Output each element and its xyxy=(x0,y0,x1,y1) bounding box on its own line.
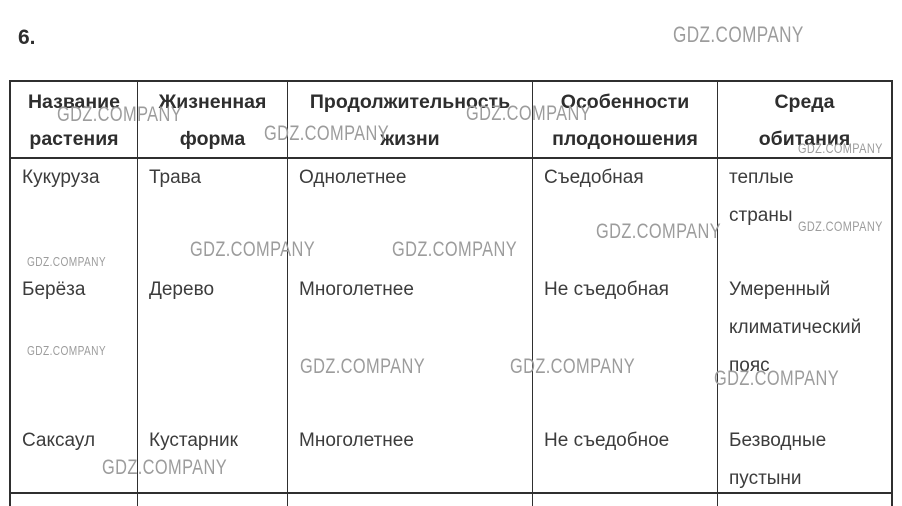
cell-text-line: страны xyxy=(729,205,793,226)
cell-text-line: климатический xyxy=(729,317,862,338)
header-text-line: Название xyxy=(27,91,121,113)
cell-text-line: Однолетнее xyxy=(299,167,407,188)
watermark: GDZ.COMPANY xyxy=(596,220,722,243)
cell-text-line: теплые xyxy=(729,167,794,188)
header-text-line: Продолжительность xyxy=(309,91,511,113)
cell-text-line: Кустарник xyxy=(149,430,238,451)
watermark: GDZ.COMPANY xyxy=(714,367,840,390)
table-header-row: Название растения Жизненная форма Продол… xyxy=(11,82,891,159)
table-cell-cutoff xyxy=(138,494,288,506)
cell-birch-lifespan: Многолетнее xyxy=(288,271,533,422)
cell-text-line: Берёза xyxy=(22,279,86,300)
header-text-line: Особенности xyxy=(560,91,690,113)
table-continuation-row xyxy=(11,494,891,506)
cell-birch-life-form: Дерево xyxy=(138,271,288,422)
table-row-birch: Берёза Дерево Многолетнее Не съедобная У… xyxy=(11,271,891,422)
watermark: GDZ.COMPANY xyxy=(300,355,426,378)
cell-saxaul-name: Саксаул xyxy=(11,422,138,492)
cell-corn-lifespan: Однолетнее xyxy=(288,159,533,271)
cell-text-line: Кукуруза xyxy=(22,167,100,188)
header-cell-habitat: Среда обитания xyxy=(718,82,891,157)
cell-text-line: Дерево xyxy=(149,279,215,300)
cell-birch-habitat: Умеренный климатический пояс xyxy=(718,271,891,422)
cell-corn-habitat: теплые страны xyxy=(718,159,891,271)
cell-corn-life-form: Трава xyxy=(138,159,288,271)
watermark: GDZ.COMPANY xyxy=(673,22,804,47)
answers-table: Название растения Жизненная форма Продол… xyxy=(9,80,893,506)
watermark: GDZ.COMPANY xyxy=(190,238,316,261)
table-cell-cutoff xyxy=(718,494,891,506)
watermark: GDZ.COMPANY xyxy=(57,103,183,126)
header-cell-life-form: Жизненная форма xyxy=(138,82,288,157)
cell-text-line: Саксаул xyxy=(22,430,96,451)
table-row-corn: Кукуруза Трава Однолетнее Съедобная тепл… xyxy=(11,159,891,271)
cell-text-line: Многолетнее xyxy=(299,279,414,300)
cell-text-line: Не съедобная xyxy=(544,279,669,300)
header-text-line: Жизненная xyxy=(158,91,267,113)
table-cell-cutoff xyxy=(533,494,718,506)
watermark: GDZ.COMPANY xyxy=(27,254,107,269)
header-text-line: Среда xyxy=(774,91,835,113)
header-cell-fruiting-features: Особенности плодоношения xyxy=(533,82,718,157)
cell-saxaul-fruiting: Не съедобное xyxy=(533,422,718,492)
cell-saxaul-habitat: Безводные пустыни xyxy=(718,422,891,492)
cell-text-line: пустыни xyxy=(729,468,802,489)
cell-text-line: Съедобная xyxy=(544,167,644,188)
header-cell-plant-name: Название растения xyxy=(11,82,138,157)
watermark: GDZ.COMPANY xyxy=(798,218,883,234)
header-text-line: растения xyxy=(29,128,119,150)
header-text-line: жизни xyxy=(380,128,440,150)
table-cell-cutoff xyxy=(288,494,533,506)
watermark: GDZ.COMPANY xyxy=(510,355,636,378)
watermark: GDZ.COMPANY xyxy=(264,122,390,145)
watermark: GDZ.COMPANY xyxy=(798,140,883,156)
watermark: GDZ.COMPANY xyxy=(466,102,592,125)
cell-birch-fruiting: Не съедобная xyxy=(533,271,718,422)
cell-text-line: пояс xyxy=(729,355,770,376)
watermark: GDZ.COMPANY xyxy=(102,456,228,479)
cell-saxaul-life-form: Кустарник xyxy=(138,422,288,492)
table-row-saxaul: Саксаул Кустарник Многолетнее Не съедобн… xyxy=(11,422,891,494)
exercise-number: 6. xyxy=(18,26,36,49)
table-cell-cutoff xyxy=(11,494,138,506)
cell-birch-name: Берёза xyxy=(11,271,138,422)
cell-text-line: Многолетнее xyxy=(299,430,414,451)
header-text-line: форма xyxy=(179,128,246,150)
cell-text-line: Не съедобное xyxy=(544,430,670,451)
cell-corn-fruiting: Съедобная xyxy=(533,159,718,271)
watermark: GDZ.COMPANY xyxy=(27,343,107,358)
cell-corn-name: Кукуруза xyxy=(11,159,138,271)
cell-text-line: Трава xyxy=(149,167,202,188)
header-text-line: плодоношения xyxy=(552,128,698,150)
header-text-line: обитания xyxy=(758,128,851,150)
header-cell-lifespan: Продолжительность жизни xyxy=(288,82,533,157)
cell-text-line: Безводные xyxy=(729,430,827,451)
cell-saxaul-lifespan: Многолетнее xyxy=(288,422,533,492)
cell-text-line: Умеренный xyxy=(729,279,831,300)
watermark: GDZ.COMPANY xyxy=(392,238,518,261)
